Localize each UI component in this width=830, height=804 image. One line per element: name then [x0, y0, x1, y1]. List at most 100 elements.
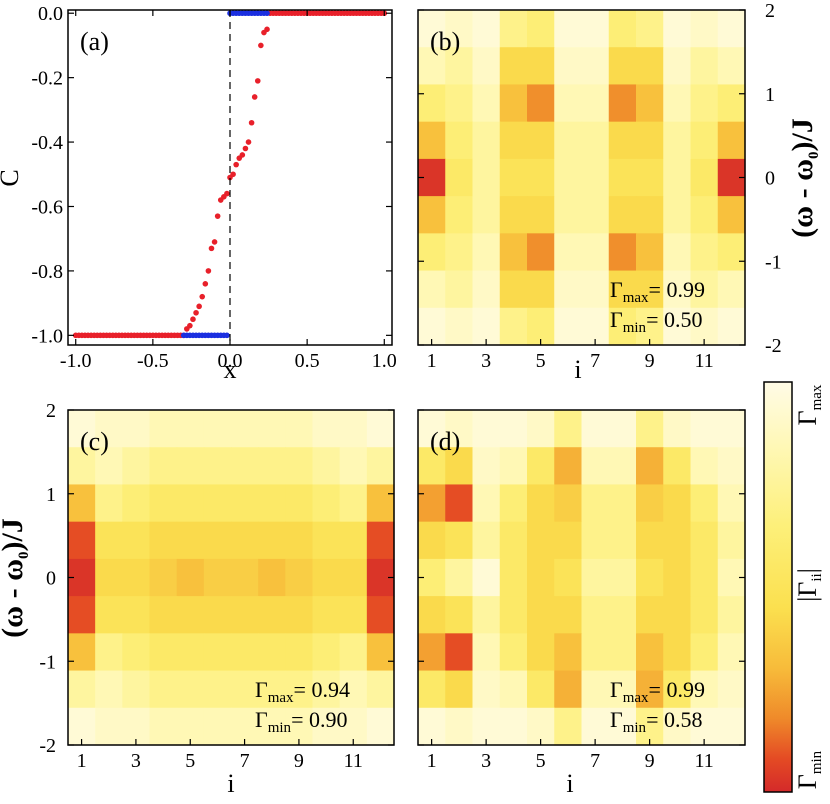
- panel-c-cell: [258, 521, 286, 560]
- panel-c-cell: [203, 707, 232, 746]
- panel-d-cell: [499, 558, 528, 597]
- panel-c-cell: [312, 596, 341, 634]
- panel-c-cell: [176, 670, 205, 709]
- panel-c-cell: [285, 633, 314, 672]
- panel-a-x-tick-label: -0.5: [137, 350, 169, 372]
- panel-a-y-tick-label: 0.0: [38, 3, 63, 25]
- panel-c-cell: [312, 633, 341, 672]
- panel-d-gmin: Γmin= 0.58: [610, 707, 702, 736]
- panel-c-y-tick-label: 1: [46, 484, 56, 506]
- panel-d-cell: [499, 521, 528, 560]
- panel-b-cell: [527, 121, 555, 160]
- panel-b-cell: [581, 270, 610, 309]
- panel-c-cell: [366, 707, 395, 746]
- panel-b-cell: [445, 10, 474, 48]
- panel-b-x-tick-label: 3: [481, 350, 491, 372]
- panel-d-cell: [636, 410, 664, 448]
- panel-d-cell: [554, 670, 583, 709]
- panel-b-cell: [663, 121, 692, 160]
- panel-b-cell: [445, 307, 474, 346]
- panel-d-cell: [663, 447, 692, 486]
- panel-b-cell: [527, 158, 555, 197]
- panel-c-y-tick-label: -2: [39, 735, 56, 757]
- panel-a-x-tick-label: 1.0: [372, 350, 397, 372]
- panel-a-point: [214, 213, 221, 219]
- panel-c-cell: [312, 707, 341, 746]
- panel-c-cell: [231, 633, 259, 672]
- panel-d-cell: [499, 707, 528, 746]
- panel-d-cell: [499, 670, 528, 709]
- panel-d-cell: [527, 484, 555, 523]
- panel-b-cell: [636, 10, 664, 48]
- panel-c-cell: [122, 670, 151, 709]
- panel-c-x-ticks: 1 3 5 7 9 11: [77, 739, 363, 772]
- panel-d-cell: [472, 558, 501, 597]
- panel-c-cell: [122, 558, 151, 597]
- panel-d-cell: [472, 670, 501, 709]
- panel-d-cell: [690, 410, 719, 448]
- panel-b-x-ticks: 1 3 5 7 9 11: [427, 339, 714, 372]
- panel-c-heatmap: [68, 410, 395, 746]
- panel-a-point: [233, 161, 239, 168]
- panel-d-cell: [608, 521, 637, 560]
- panel-d-cell: [581, 558, 610, 597]
- panel-c-cell: [149, 521, 178, 560]
- panel-c-cell: [312, 670, 341, 709]
- panel-d-cell: [581, 596, 610, 634]
- panel-b-cell: [581, 121, 610, 160]
- panel-d-x-tick-label: 3: [481, 750, 491, 772]
- panel-c-cell: [312, 558, 341, 597]
- panel-c-cell: [258, 633, 286, 672]
- panel-d-xlabel: i: [566, 769, 573, 798]
- panel-b-cell: [472, 10, 501, 48]
- panel-b-cell: [499, 307, 528, 346]
- panel-d-label: (d): [430, 427, 460, 456]
- panel-a-point: [202, 280, 209, 287]
- panel-b-x-tick-label: 9: [645, 350, 655, 372]
- panel-d-cell: [499, 596, 528, 634]
- panel-b-cell: [717, 10, 746, 48]
- panel-b-cell: [418, 121, 446, 160]
- panel-d-cell: [663, 633, 692, 672]
- panel-a-x-tick-label: -1.0: [60, 350, 92, 372]
- panel-d-cell: [527, 670, 555, 709]
- panel-b-ylabel: (ω - ω0)/J: [786, 118, 822, 238]
- panel-a-point: [224, 332, 230, 339]
- panel-d-cell: [608, 596, 637, 634]
- panel-b-cell: [527, 233, 555, 272]
- panel-b-annotation: Γmax= 0.99 Γmin= 0.50: [610, 277, 705, 336]
- panel-a-point: [264, 10, 270, 17]
- panel-d-cell: [690, 596, 719, 634]
- panel-c-cell: [68, 447, 96, 486]
- panel-c-cell: [149, 447, 178, 486]
- panel-a-frame: [67, 9, 393, 346]
- panel-b-cell: [527, 10, 555, 48]
- panel-a-y-tick-label: -0.2: [31, 68, 63, 90]
- panel-b-y-tick-label: 1: [765, 84, 775, 106]
- panel-d-cell: [445, 670, 474, 709]
- panel-b-cell: [472, 270, 501, 309]
- panel-d-cell: [663, 596, 692, 634]
- panel-c-cell: [95, 596, 123, 634]
- panel-a-xlabel: x: [224, 355, 237, 384]
- panel-d-cell: [527, 558, 555, 597]
- panel-a-point: [239, 152, 246, 158]
- panel-b-cell: [581, 47, 610, 86]
- panel-d-cell: [472, 521, 501, 560]
- panel-c-cell: [149, 633, 178, 672]
- panel-d-cell: [608, 670, 637, 709]
- panel-d-cell: [581, 484, 610, 523]
- panel-c-cell: [122, 484, 151, 523]
- panel-c-cell: [203, 633, 232, 672]
- panel-b-cell: [636, 47, 664, 86]
- panel-d-cell: [472, 596, 501, 634]
- panel-b-cell: [690, 233, 719, 272]
- panel-c-cell: [95, 707, 123, 746]
- panel-d-gmax: Γmax= 0.99: [610, 677, 705, 706]
- panel-b-cell: [445, 233, 474, 272]
- panel-a-point: [193, 309, 199, 316]
- panel-d-cell: [717, 410, 746, 448]
- panel-c-cell: [176, 596, 205, 634]
- panel-d-cell: [445, 484, 474, 523]
